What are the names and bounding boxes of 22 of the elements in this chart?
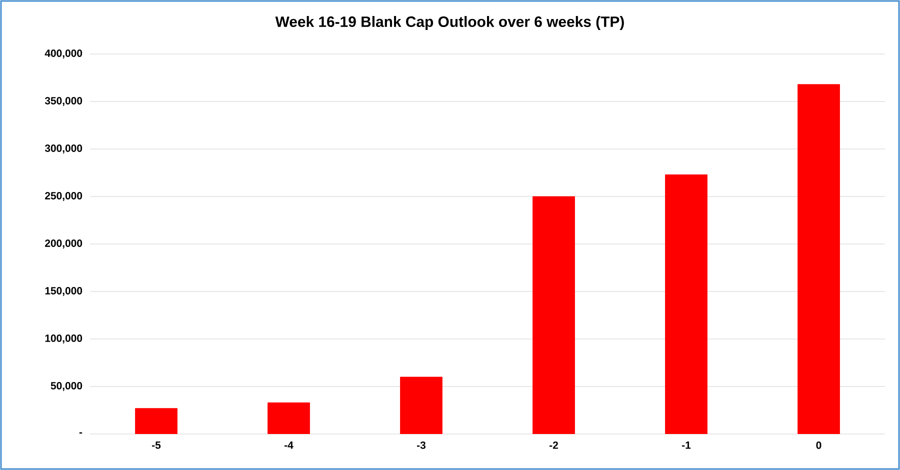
y-tick-label: 400,000 xyxy=(44,50,82,58)
bar xyxy=(798,84,840,434)
y-tick-label: 50,000 xyxy=(50,382,82,391)
bar xyxy=(532,196,575,434)
x-tick-label: -1 xyxy=(682,442,691,449)
y-tick-label: 200,000 xyxy=(45,240,82,248)
bar xyxy=(400,376,442,434)
x-tick-label: -5 xyxy=(152,442,161,449)
y-tick-label: 300,000 xyxy=(44,144,82,154)
bar xyxy=(135,408,178,434)
x-tick-label: -2 xyxy=(550,442,558,449)
y-tick-label: 100,000 xyxy=(45,334,82,344)
x-tick-label: -4 xyxy=(284,442,294,449)
y-tick-label: 150,000 xyxy=(45,287,82,296)
chart-title: Week 16-19 Blank Cap Outlook over 6 weeks (TP) xyxy=(275,16,624,30)
y-tick-label: 350,000 xyxy=(44,97,82,106)
bar xyxy=(268,402,310,434)
x-tick-label: -3 xyxy=(417,442,426,449)
bar xyxy=(665,174,708,434)
y-tick-label: - xyxy=(79,432,82,434)
x-tick-label: 0 xyxy=(816,442,822,449)
y-tick-label: 250,000 xyxy=(45,192,82,201)
